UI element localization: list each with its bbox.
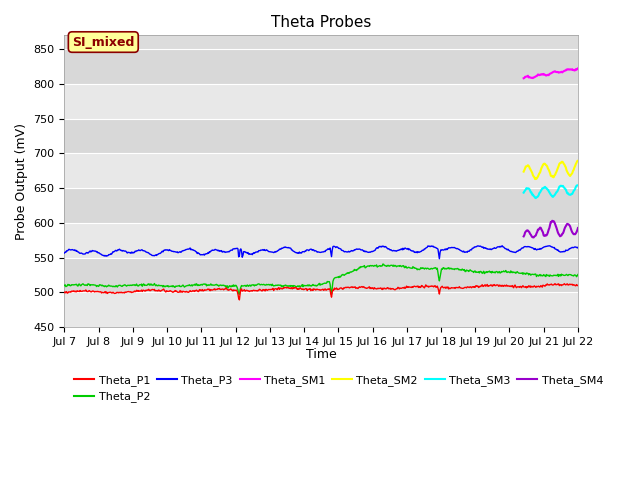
- Theta_P2: [385, 263, 392, 268]
- Theta_P3: [398, 247, 406, 253]
- Theta_SM1: [574, 66, 582, 72]
- Theta_P1: [561, 281, 568, 287]
- Theta_SM2: [538, 164, 546, 169]
- Theta_P1: [384, 285, 392, 290]
- Theta_P2: [61, 283, 68, 288]
- Theta_P2: [574, 272, 582, 277]
- Line: Theta_P1: Theta_P1: [65, 284, 578, 300]
- Theta_SM2: [520, 169, 527, 175]
- Theta_SM4: [543, 232, 550, 238]
- Theta_P2: [123, 283, 131, 289]
- Theta_P1: [399, 285, 407, 290]
- Theta_P3: [436, 256, 444, 262]
- Theta_P2: [202, 281, 210, 287]
- Legend: Theta_P1, Theta_P2, Theta_P3, Theta_SM1, Theta_SM2, Theta_SM3, Theta_SM4: Theta_P1, Theta_P2, Theta_P3, Theta_SM1,…: [70, 371, 607, 407]
- Theta_SM2: [531, 174, 538, 180]
- Y-axis label: Probe Output (mV): Probe Output (mV): [15, 123, 28, 240]
- Theta_SM4: [548, 218, 556, 224]
- Theta_SM2: [539, 162, 547, 168]
- Bar: [65, 49, 578, 84]
- Theta_SM2: [544, 166, 552, 171]
- Line: Theta_P2: Theta_P2: [65, 264, 578, 294]
- Theta_SM3: [520, 190, 527, 195]
- Theta_SM4: [574, 225, 582, 231]
- Theta_P2: [175, 283, 182, 289]
- Theta_P1: [574, 283, 582, 288]
- Theta_P1: [123, 289, 131, 295]
- Theta_P3: [202, 251, 210, 257]
- Line: Theta_SM3: Theta_SM3: [524, 185, 578, 198]
- Bar: [65, 84, 578, 119]
- Theta_SM3: [538, 186, 546, 192]
- Theta_SM3: [544, 187, 552, 192]
- Theta_P3: [499, 243, 506, 249]
- Theta_SM4: [530, 235, 538, 240]
- Theta_SM1: [538, 72, 545, 77]
- Theta_SM4: [520, 233, 527, 239]
- Theta_SM3: [573, 182, 581, 188]
- Theta_SM1: [543, 72, 551, 78]
- Theta_SM4: [544, 229, 552, 235]
- Title: Theta Probes: Theta Probes: [271, 15, 371, 30]
- Theta_P2: [400, 263, 408, 269]
- Theta_P1: [175, 289, 182, 295]
- Line: Theta_P3: Theta_P3: [65, 246, 578, 259]
- Theta_P3: [574, 245, 582, 251]
- Theta_P3: [383, 245, 391, 251]
- Bar: [65, 154, 578, 188]
- Theta_P3: [70, 247, 77, 253]
- Line: Theta_SM4: Theta_SM4: [524, 221, 578, 238]
- Theta_SM4: [539, 229, 547, 235]
- Theta_SM1: [531, 74, 538, 80]
- Theta_P1: [202, 287, 210, 293]
- Theta_SM2: [574, 158, 582, 164]
- Theta_SM1: [520, 75, 527, 81]
- Theta_SM2: [550, 173, 558, 179]
- Theta_SM4: [551, 221, 559, 227]
- Bar: [65, 258, 578, 292]
- Text: SI_mixed: SI_mixed: [72, 36, 134, 48]
- Theta_P3: [61, 250, 68, 256]
- Theta_P1: [70, 288, 77, 294]
- Theta_P3: [123, 249, 131, 255]
- Theta_P2: [70, 282, 77, 288]
- Theta_SM3: [539, 185, 547, 191]
- Theta_SM3: [543, 185, 550, 191]
- Bar: [65, 223, 578, 258]
- Line: Theta_SM1: Theta_SM1: [524, 69, 578, 78]
- Bar: [65, 292, 578, 327]
- Theta_SM3: [531, 193, 538, 199]
- Theta_SM1: [542, 72, 550, 78]
- Theta_SM3: [550, 192, 558, 198]
- Theta_SM2: [531, 176, 539, 182]
- Theta_SM3: [532, 195, 540, 201]
- Theta_P3: [175, 250, 182, 255]
- Bar: [65, 119, 578, 154]
- Theta_P2: [236, 291, 243, 297]
- X-axis label: Time: Time: [306, 348, 337, 361]
- Line: Theta_SM2: Theta_SM2: [524, 161, 578, 179]
- Theta_SM1: [538, 72, 546, 77]
- Theta_P1: [236, 297, 243, 303]
- Bar: [65, 188, 578, 223]
- Theta_SM4: [531, 233, 539, 239]
- Theta_SM4: [538, 228, 546, 234]
- Theta_SM2: [543, 163, 550, 168]
- Theta_P1: [61, 289, 68, 295]
- Theta_SM1: [550, 69, 557, 75]
- Theta_P2: [379, 261, 387, 267]
- Theta_SM3: [574, 182, 582, 188]
